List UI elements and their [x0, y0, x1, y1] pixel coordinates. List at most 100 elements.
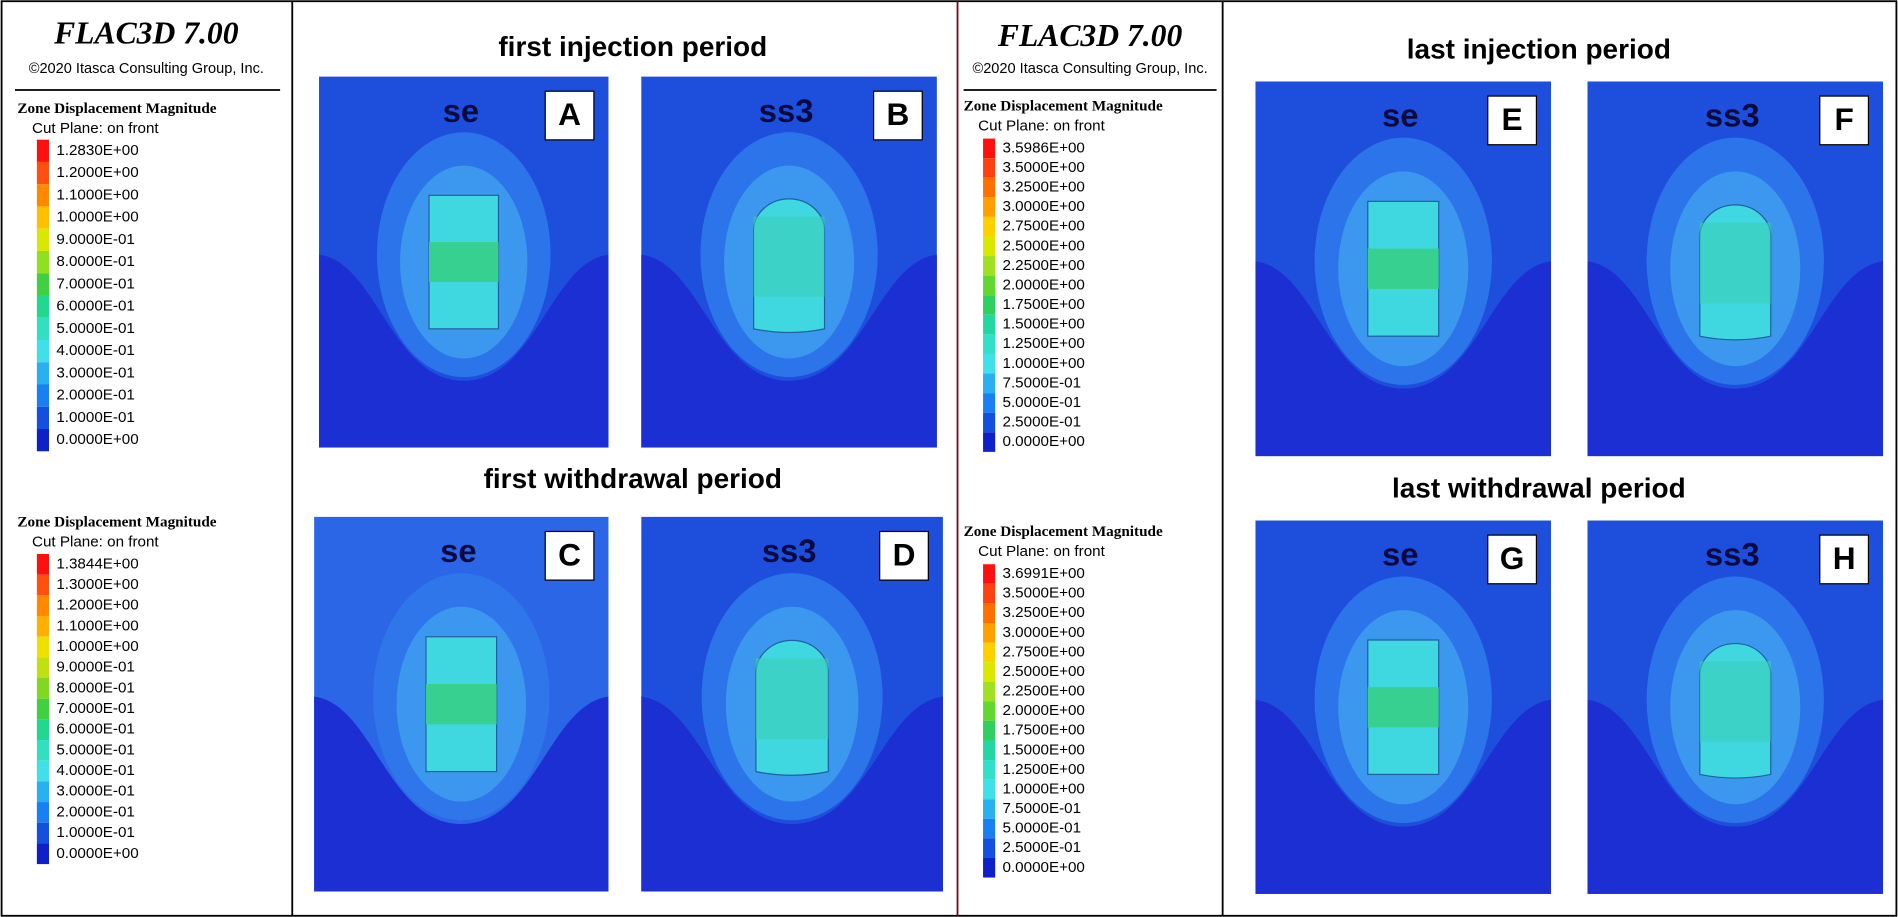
legend-label: 0.0000E+00: [1003, 859, 1085, 876]
legend-label: 3.5000E+00: [1003, 159, 1085, 176]
section-title: first injection period: [498, 31, 767, 62]
legend-swatch: [36, 553, 50, 575]
letter-box: [1487, 534, 1538, 585]
contour-lower: [1587, 699, 1884, 894]
legend-swatch: [983, 334, 996, 354]
legend-label: 1.7500E+00: [1003, 722, 1085, 739]
panel: ss3 D: [641, 516, 943, 892]
legend-swatch: [983, 622, 996, 643]
legend-label: 3.6991E+00: [1003, 565, 1085, 582]
legend-swatch: [36, 250, 50, 274]
contour-lower: [1255, 699, 1552, 894]
panel: se A: [319, 76, 609, 448]
cavern-band: [1699, 661, 1771, 742]
legend-label: 0.0000E+00: [56, 845, 138, 862]
panel-letter: D: [893, 536, 916, 572]
cavern-band: [753, 216, 825, 297]
legend-label: 3.2500E+00: [1003, 604, 1085, 621]
legend-swatch: [983, 158, 996, 178]
legend-label: 1.2000E+00: [56, 164, 138, 181]
section-title: last withdrawal period: [1392, 473, 1686, 504]
legend-swatch: [36, 228, 50, 251]
legend-label: 1.2500E+00: [1003, 761, 1085, 778]
legend-label: 7.0000E-01: [56, 275, 135, 292]
panel-letter: G: [1500, 540, 1525, 576]
legend-label: 0.0000E+00: [1003, 433, 1085, 450]
legend-swatch: [983, 642, 996, 663]
legend-label: 2.0000E+00: [1003, 702, 1085, 719]
cavern-band: [1699, 222, 1771, 304]
legend-swatch: [36, 802, 50, 823]
panel-letter: H: [1833, 540, 1856, 576]
legend-label: 9.0000E-01: [56, 659, 135, 676]
legend-swatch: [36, 615, 50, 637]
legend-subtitle: Cut Plane: on front: [978, 543, 1105, 560]
panel-label: se: [443, 92, 480, 129]
legend-title: Zone Displacement Magnitude: [17, 513, 216, 530]
legend-swatch: [36, 822, 50, 844]
panel-label: ss3: [759, 92, 814, 129]
legend-label: 1.0000E+00: [1003, 780, 1085, 797]
legend-label: 3.0000E-01: [56, 364, 135, 381]
legend-subtitle: Cut Plane: on front: [32, 120, 159, 137]
legend-label: 5.0000E-01: [1003, 394, 1082, 411]
legend-label: 2.5000E+00: [1003, 663, 1085, 680]
legend-label: 2.7500E+00: [1003, 218, 1085, 235]
legend-swatch: [983, 256, 996, 276]
legend-label: 5.0000E-01: [56, 320, 135, 337]
legend-swatch: [983, 564, 996, 584]
legend-swatch: [983, 583, 996, 604]
cavern-band: [1367, 687, 1439, 728]
legend-label: 2.5000E-01: [1003, 414, 1082, 431]
legend-swatch: [36, 317, 50, 340]
cavern-band: [1367, 248, 1439, 290]
section-title: last injection period: [1407, 33, 1671, 64]
legend-label: 2.0000E+00: [1003, 276, 1085, 293]
legend-swatch: [36, 295, 50, 318]
legend-swatch: [983, 760, 996, 780]
legend-label: 6.0000E-01: [56, 721, 135, 738]
panel-label: ss3: [1705, 536, 1760, 573]
legend-label: 3.0000E+00: [1003, 198, 1085, 215]
legend-label: 7.5000E-01: [1003, 800, 1082, 817]
legend-swatch: [983, 838, 996, 858]
legend-label: 1.1000E+00: [56, 617, 138, 634]
legend-label: 7.0000E-01: [56, 700, 135, 717]
legend-swatch: [983, 857, 996, 878]
software-title: FLAC3D 7.00: [53, 16, 239, 51]
legend-swatch: [983, 603, 996, 623]
panel-label: se: [1382, 97, 1419, 134]
legend-label: 1.3000E+00: [56, 576, 138, 593]
legend-label: 2.7500E+00: [1003, 643, 1085, 660]
letter-box: [1819, 534, 1870, 585]
panel-letter: A: [558, 96, 581, 132]
panel-label: se: [440, 532, 477, 569]
panel: ss3 H: [1587, 520, 1884, 894]
legend-swatch: [36, 362, 50, 385]
legend-subtitle: Cut Plane: on front: [978, 117, 1105, 134]
legend-swatch: [983, 662, 996, 682]
legend-swatch: [983, 412, 996, 433]
legend-label: 9.0000E-01: [56, 231, 135, 248]
legend-swatch: [983, 432, 996, 452]
legend-swatch: [36, 719, 50, 741]
legend-label: 1.2500E+00: [1003, 335, 1085, 352]
panel-letter: C: [558, 536, 581, 572]
legend-label: 5.0000E-01: [1003, 820, 1082, 837]
legend-label: 3.5000E+00: [1003, 585, 1085, 602]
contour-lower: [319, 254, 609, 448]
legend-label: 6.0000E-01: [56, 298, 135, 315]
legend-swatch: [36, 678, 50, 699]
copyright: ©2020 Itasca Consulting Group, Inc.: [972, 61, 1207, 77]
legend-swatch: [983, 740, 996, 761]
legend-swatch: [983, 177, 996, 198]
legend-label: 1.0000E+00: [56, 209, 138, 226]
legend-swatch: [36, 339, 50, 363]
legend-label: 1.7500E+00: [1003, 296, 1085, 313]
legend-swatch: [983, 681, 996, 702]
section-title: first withdrawal period: [484, 463, 782, 494]
legend-swatch: [36, 206, 50, 229]
panel-label: se: [1382, 536, 1419, 573]
legend-swatch: [36, 139, 50, 162]
letter-box: [544, 90, 595, 141]
